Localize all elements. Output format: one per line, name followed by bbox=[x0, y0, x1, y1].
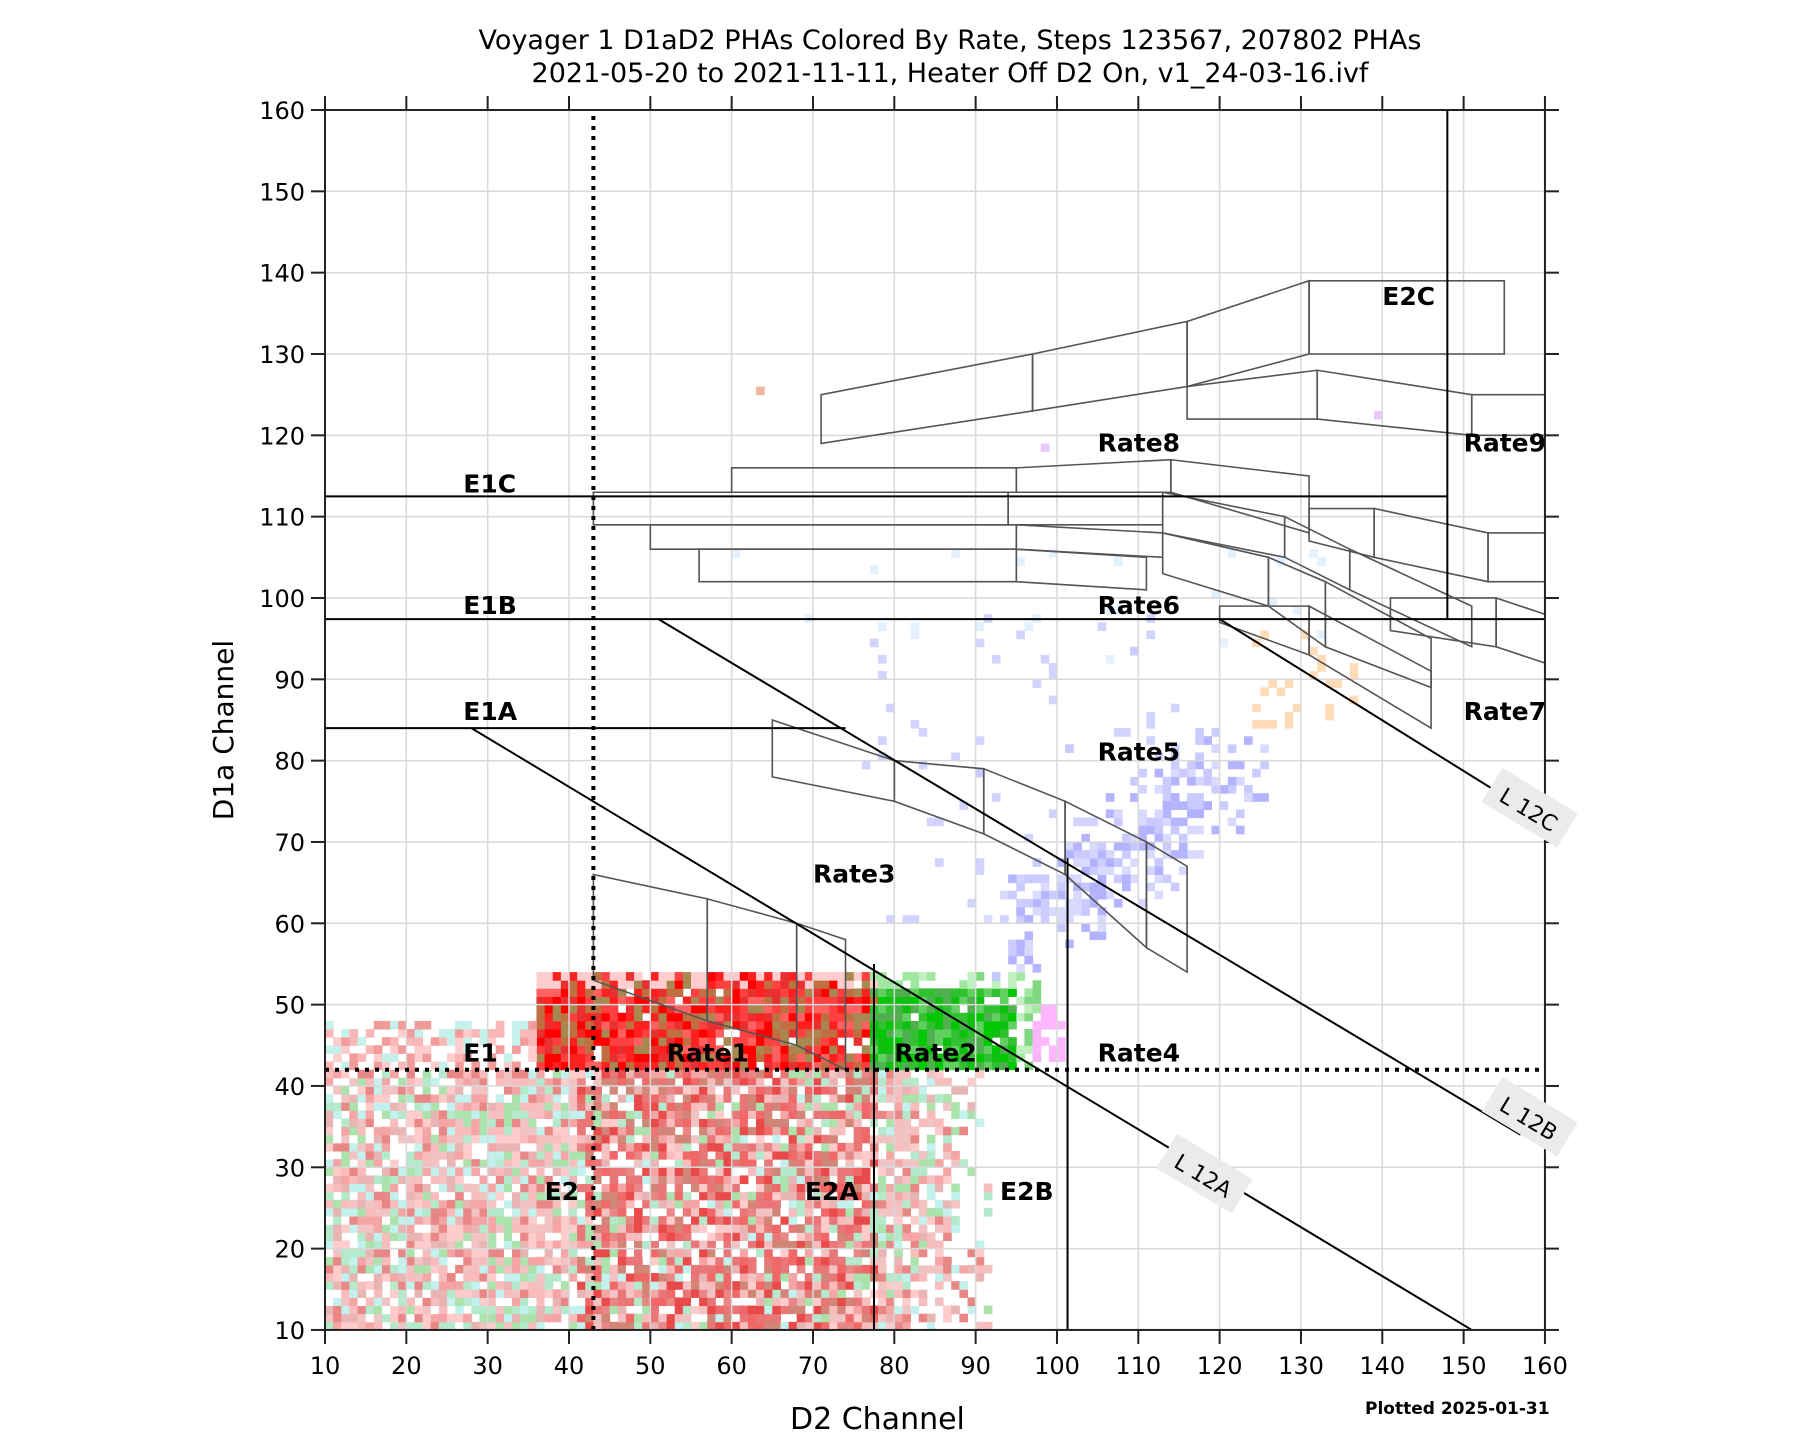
x-tick-label: 70 bbox=[798, 1352, 829, 1380]
y-tick-label: 80 bbox=[274, 748, 305, 776]
density-heatmap bbox=[325, 386, 1383, 1331]
y-tick-label: 70 bbox=[274, 829, 305, 857]
x-tick-label: 60 bbox=[716, 1352, 747, 1380]
y-tick-label: 100 bbox=[259, 585, 305, 613]
region-label: E1A bbox=[463, 697, 517, 726]
region-label: Rate3 bbox=[813, 860, 895, 889]
region-label: Rate8 bbox=[1098, 429, 1180, 458]
y-tick-label: 130 bbox=[259, 341, 305, 369]
y-tick-label: 60 bbox=[274, 910, 305, 938]
y-tick-label: 120 bbox=[259, 422, 305, 450]
region-label: E2C bbox=[1382, 282, 1435, 311]
region-label: E2 bbox=[545, 1177, 579, 1206]
chart-title: Voyager 1 D1aD2 PHAs Colored By Rate, St… bbox=[478, 25, 1422, 56]
y-tick-label: 140 bbox=[259, 260, 305, 288]
region-label: E1C bbox=[463, 469, 516, 498]
region-label: E1 bbox=[463, 1039, 497, 1068]
y-tick-label: 90 bbox=[274, 666, 305, 694]
region-label: Rate7 bbox=[1464, 697, 1546, 726]
line-label: L 12A bbox=[1156, 1133, 1253, 1214]
y-tick-label: 160 bbox=[259, 97, 305, 125]
region-label: Rate1 bbox=[667, 1039, 749, 1068]
x-tick-label: 50 bbox=[635, 1352, 666, 1380]
grid-lines bbox=[324, 109, 1546, 1331]
x-tick-label: 30 bbox=[472, 1352, 503, 1380]
line-label: L 12B bbox=[1481, 1076, 1578, 1157]
y-tick-label: 10 bbox=[274, 1317, 305, 1345]
y-tick-label: 150 bbox=[259, 178, 305, 206]
x-tick-label: 10 bbox=[310, 1352, 341, 1380]
x-tick-label: 140 bbox=[1359, 1352, 1405, 1380]
x-tick-label: 100 bbox=[1034, 1352, 1080, 1380]
region-label: Rate6 bbox=[1098, 591, 1180, 620]
region-label: E2B bbox=[1000, 1177, 1054, 1206]
region-label: Rate2 bbox=[894, 1039, 976, 1068]
x-tick-label: 40 bbox=[554, 1352, 585, 1380]
x-tick-label: 80 bbox=[879, 1352, 910, 1380]
x-tick-label: 160 bbox=[1522, 1352, 1568, 1380]
y-tick-label: 110 bbox=[259, 504, 305, 532]
region-label: Rate4 bbox=[1098, 1039, 1180, 1068]
plotted-date: Plotted 2025-01-31 bbox=[1365, 1399, 1550, 1419]
rate-boxes bbox=[592, 279, 1546, 1071]
region-label: Rate9 bbox=[1464, 429, 1546, 458]
y-tick-label: 30 bbox=[274, 1154, 305, 1182]
threshold-lines bbox=[325, 110, 1545, 1331]
y-tick-label: 20 bbox=[274, 1236, 305, 1264]
x-tick-label: 20 bbox=[391, 1352, 422, 1380]
x-tick-label: 110 bbox=[1115, 1352, 1161, 1380]
x-tick-label: 150 bbox=[1441, 1352, 1487, 1380]
line-label: L 12C bbox=[1481, 767, 1578, 848]
axes: 10 20 30 40 50 60 70 80 90 100 110 120 130 140 150 160 1… bbox=[259, 96, 1568, 1380]
x-tick-label: 130 bbox=[1278, 1352, 1324, 1380]
region-label: Rate5 bbox=[1098, 738, 1180, 767]
y-tick-label: 50 bbox=[274, 992, 305, 1020]
x-tick-label: 120 bbox=[1197, 1352, 1243, 1380]
x-tick-label: 90 bbox=[960, 1352, 991, 1380]
y-tick-label: 40 bbox=[274, 1073, 305, 1101]
chart-subtitle: 2021-05-20 to 2021-11-11, Heater Off D2 … bbox=[531, 58, 1369, 89]
region-label: E1B bbox=[463, 591, 517, 620]
region-label: E2A bbox=[805, 1177, 859, 1206]
